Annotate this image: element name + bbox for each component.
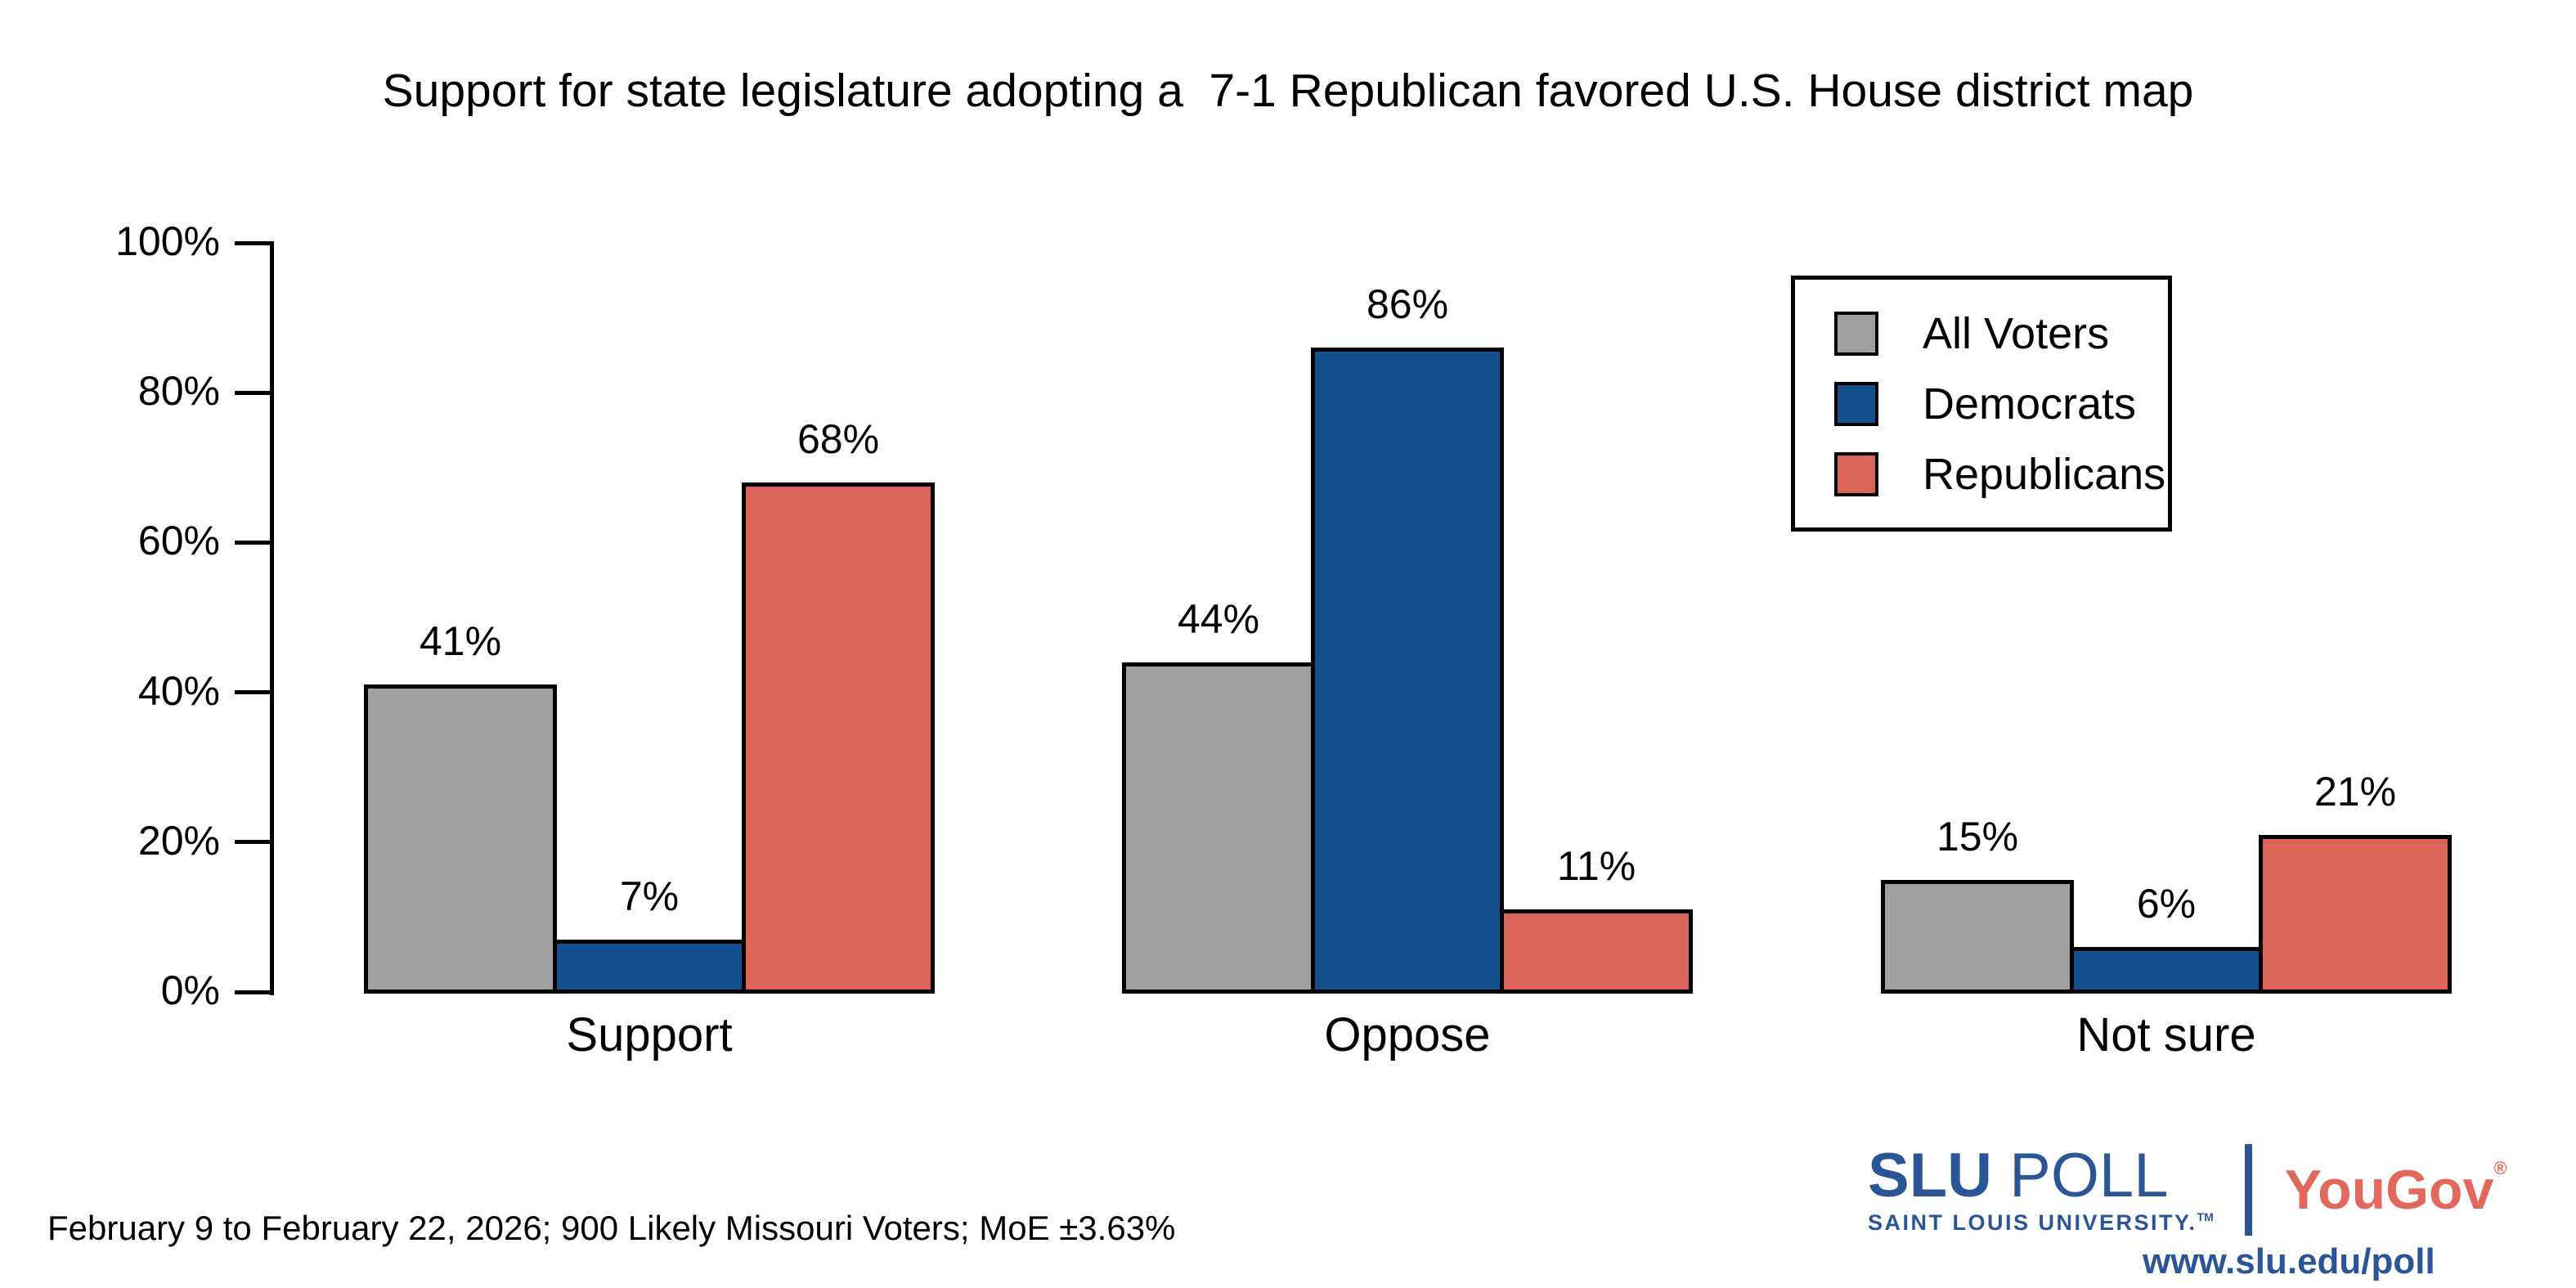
y-axis-tick-label: 0% <box>160 967 220 1013</box>
bar-value-label: 86% <box>1366 281 1449 328</box>
y-axis-tick-label: 60% <box>137 518 220 564</box>
slu-poll-url: www.slu.edu/poll <box>2143 1241 2435 1281</box>
slu-subtitle-text: SAINT LOUIS UNIVERSITY. <box>1868 1210 2197 1235</box>
y-axis-tick-label: 40% <box>137 667 220 714</box>
registered-mark: ® <box>2493 1157 2507 1178</box>
yougov-logo: YouGov® <box>2285 1158 2507 1222</box>
y-axis-line <box>270 241 274 995</box>
y-axis-tick <box>235 540 270 545</box>
y-axis-tick <box>235 390 270 395</box>
slu-poll-wordmark: SLU POLL <box>1868 1143 2214 1209</box>
y-axis-tick-label: 20% <box>137 817 220 864</box>
chart-title: Support for state legislature adopting a… <box>382 65 2194 117</box>
y-axis-tick-label: 80% <box>137 368 220 415</box>
legend-swatch-democrats <box>1834 381 1878 426</box>
bar-oppose-republicans <box>1500 909 1693 994</box>
bar-value-label: 15% <box>1936 813 2019 859</box>
bar-value-label: 11% <box>1556 843 1636 890</box>
bar-support-all-voters <box>364 684 557 994</box>
x-category-label: Oppose <box>1324 1008 1491 1061</box>
bar-support-democrats <box>553 939 746 994</box>
x-category-label: Not sure <box>2076 1008 2256 1061</box>
legend-label: Republicans <box>1923 449 2166 499</box>
yougov-wordmark-text: YouGov <box>2284 1158 2494 1221</box>
legend-row: Democrats <box>1834 379 2168 429</box>
slu-poll-logo: SLU POLL SAINT LOUIS UNIVERSITY.TM <box>1868 1143 2214 1236</box>
y-axis-tick-label: 100% <box>115 218 220 264</box>
bar-value-label: 44% <box>1177 595 1260 642</box>
bar-oppose-democrats <box>1311 348 1504 994</box>
y-axis-tick <box>235 990 270 994</box>
slu-subtitle: SAINT LOUIS UNIVERSITY.TM <box>1868 1210 2214 1236</box>
legend-label: All Voters <box>1923 308 2110 358</box>
branding-block: SLU POLL SAINT LOUIS UNIVERSITY.TM YouGo… <box>1868 1143 2507 1236</box>
trademark-mark: TM <box>2197 1210 2214 1223</box>
y-axis-tick <box>235 240 270 245</box>
bar-not-sure-all-voters <box>1881 879 2074 994</box>
slu-wordmark-text: SLU <box>1868 1141 1992 1210</box>
bar-value-label: 7% <box>619 873 680 919</box>
legend-box: All Voters Democrats Republicans <box>1791 276 2172 532</box>
bar-not-sure-democrats <box>2070 947 2263 994</box>
bar-value-label: 68% <box>797 416 880 463</box>
legend-row: All Voters <box>1834 308 2168 359</box>
bar-oppose-all-voters <box>1122 662 1315 994</box>
poll-wordmark-text: POLL <box>2009 1141 2169 1210</box>
bar-support-republicans <box>742 482 935 994</box>
bar-value-label: 41% <box>419 618 502 665</box>
survey-methodology-note: February 9 to February 22, 2026; 900 Lik… <box>47 1209 1176 1247</box>
y-axis-tick <box>235 840 270 845</box>
bar-not-sure-republicans <box>2259 834 2452 994</box>
brand-divider-bar <box>2244 1143 2252 1236</box>
y-axis-tick <box>235 690 270 695</box>
legend-label: Democrats <box>1923 379 2137 429</box>
bar-value-label: 6% <box>2136 881 2197 927</box>
legend-swatch-all-voters <box>1834 311 1878 356</box>
bar-value-label: 21% <box>2313 768 2397 815</box>
legend-swatch-republicans <box>1834 451 1878 496</box>
x-category-label: Support <box>566 1008 733 1061</box>
legend-row: Republicans <box>1834 449 2168 500</box>
